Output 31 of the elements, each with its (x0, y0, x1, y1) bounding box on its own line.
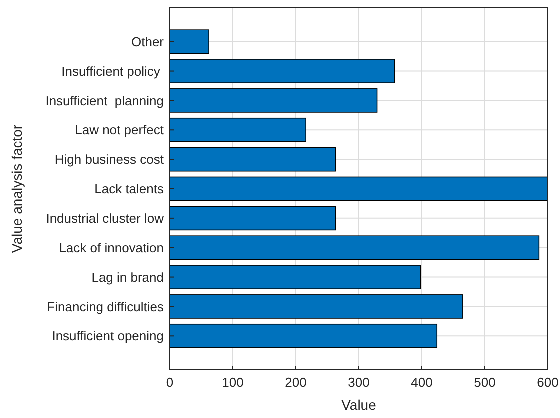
y-axis-title: Value analysis factor (9, 124, 25, 254)
bar (170, 30, 210, 54)
bar (170, 176, 548, 202)
x-tick-label: 400 (411, 375, 433, 390)
y-tick-label: High business cost (54, 152, 164, 168)
y-tick-label: Insufficient opening (52, 328, 164, 344)
x-tick-label: 500 (474, 375, 496, 390)
bar (170, 265, 422, 290)
y-tick-label: Lag in brand (92, 270, 164, 285)
y-tick-label: Insufficient planning (46, 93, 164, 108)
x-axis-title: Value (342, 397, 377, 413)
bar (170, 236, 540, 260)
y-tick-label: Industrial cluster low (46, 210, 165, 226)
x-tick-label: 600 (537, 375, 559, 390)
bar (170, 118, 306, 142)
bar (170, 147, 336, 172)
y-tick-label: Other (131, 34, 165, 50)
bar (170, 206, 336, 231)
bar (170, 294, 464, 319)
x-tick-label: 300 (348, 375, 370, 390)
y-tick-label: Lack of innovation (59, 240, 164, 256)
bar (170, 59, 396, 84)
y-tick-label: Financing difficulties (47, 299, 164, 314)
y-tick-label: Law not perfect (75, 122, 164, 138)
y-tick-label: Insufficient policy (62, 64, 164, 79)
y-tick-label: Lack talents (94, 182, 164, 197)
x-tick-label: 0 (166, 375, 174, 390)
bar (170, 88, 378, 113)
bar (170, 324, 438, 348)
x-tick-label: 200 (285, 375, 307, 390)
x-tick-label: 100 (222, 375, 244, 390)
